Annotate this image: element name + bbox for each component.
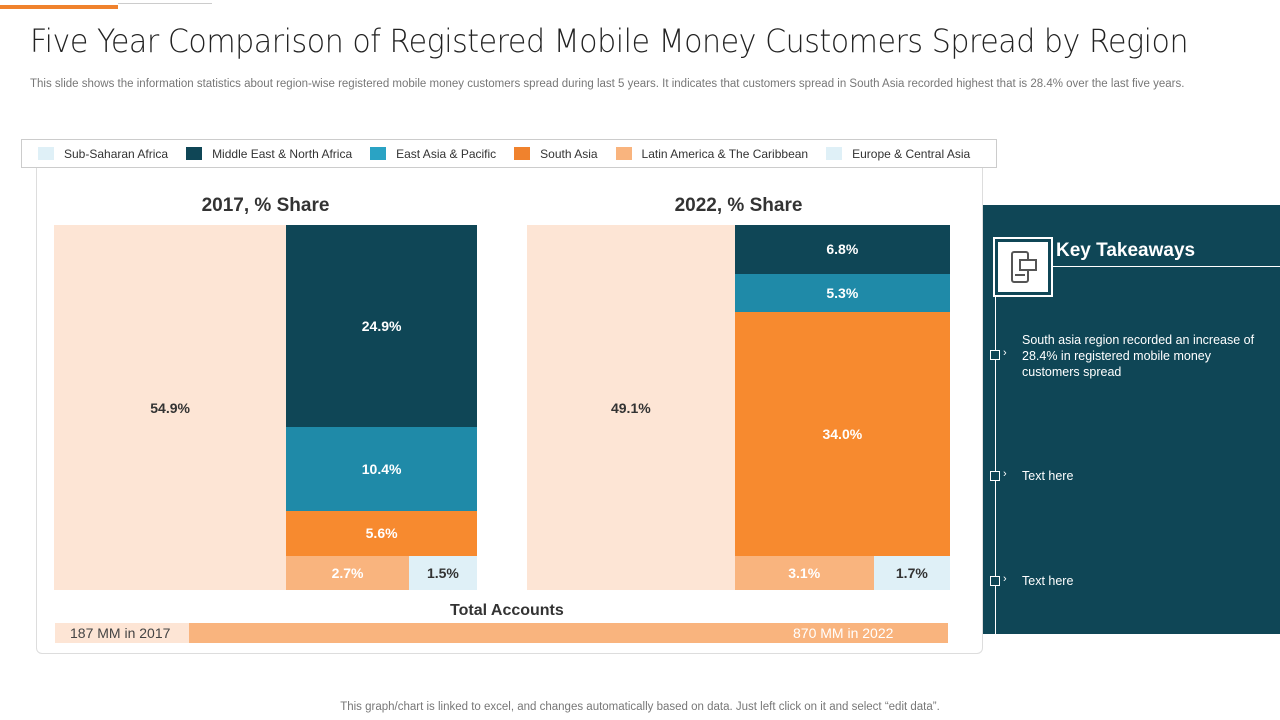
mobile-payment-icon (993, 237, 1053, 297)
treemap-cell[interactable]: 6.8% (734, 225, 950, 274)
treemap-cell[interactable]: 10.4% (286, 426, 477, 511)
legend-item: Europe & Central Asia (826, 147, 970, 161)
legend-label: East Asia & Pacific (396, 146, 497, 161)
legend-label: Europe & Central Asia (852, 146, 971, 161)
legend-item: Middle East & North Africa (186, 147, 352, 161)
treemap-cell[interactable]: 49.1% (527, 225, 735, 590)
takeaway-item: South asia region recorded an increase o… (1022, 333, 1255, 379)
legend-label: South Asia (540, 146, 598, 161)
takeaway-item: Text here (1022, 469, 1074, 483)
divider (995, 266, 996, 634)
treemap-cell[interactable]: 1.7% (873, 555, 950, 590)
chevron-right-icon: › (1003, 347, 1007, 359)
legend-item: East Asia & Pacific (370, 147, 496, 161)
legend-swatch (826, 147, 843, 160)
footer-note: This graph/chart is linked to excel, and… (340, 701, 940, 713)
legend-item: Latin America & The Caribbean (615, 146, 809, 161)
takeaway-item: Text here (1022, 574, 1074, 588)
legend-label: Sub-Saharan Africa (64, 146, 169, 161)
total-bar-2022[interactable]: 870 MM in 2022 (189, 623, 948, 643)
total-accounts-label: Total Accounts (450, 602, 564, 619)
legend-swatch (615, 147, 632, 160)
accent-bar (0, 5, 118, 9)
chart-legend: Sub-Saharan Africa Middle East & North Af… (21, 139, 997, 168)
legend-item: Sub-Saharan Africa (38, 147, 168, 161)
legend-swatch (370, 147, 387, 160)
total-bar-2017[interactable]: 187 MM in 2017 (55, 623, 189, 643)
bullet-box-icon (990, 576, 1000, 586)
treemap-cell[interactable]: 3.1% (734, 555, 874, 590)
legend-swatch (186, 147, 203, 160)
page-subtitle: This slide shows the information statist… (30, 78, 1185, 90)
page-title: Five Year Comparison of Registered Mobil… (30, 22, 1189, 60)
chevron-right-icon: › (1003, 573, 1007, 585)
treemap-cell[interactable]: 1.5% (408, 556, 477, 590)
accent-line (118, 3, 212, 4)
chart-title-2017: 2017, % Share (201, 195, 330, 216)
legend-item: South Asia (514, 146, 598, 161)
bullet-box-icon (990, 471, 1000, 481)
legend-label: Middle East & North Africa (212, 146, 353, 161)
divider (995, 266, 1280, 267)
chart-title-2022: 2022, % Share (674, 195, 803, 216)
key-takeaways-title: Key Takeaways (1056, 240, 1196, 261)
chevron-right-icon: › (1003, 468, 1007, 480)
legend-swatch (514, 147, 531, 160)
chart-panel (36, 168, 983, 654)
legend-label: Latin America & The Caribbean (641, 146, 809, 161)
treemap-cell[interactable]: 5.3% (734, 273, 950, 312)
treemap-cell[interactable]: 5.6% (286, 510, 477, 556)
legend-swatch (38, 147, 54, 160)
treemap-cell[interactable]: 2.7% (286, 556, 409, 590)
bullet-box-icon (990, 350, 1000, 360)
treemap-cell[interactable]: 34.0% (734, 311, 950, 556)
treemap-cell[interactable]: 24.9% (286, 225, 477, 427)
treemap-cell[interactable]: 54.9% (54, 225, 287, 590)
